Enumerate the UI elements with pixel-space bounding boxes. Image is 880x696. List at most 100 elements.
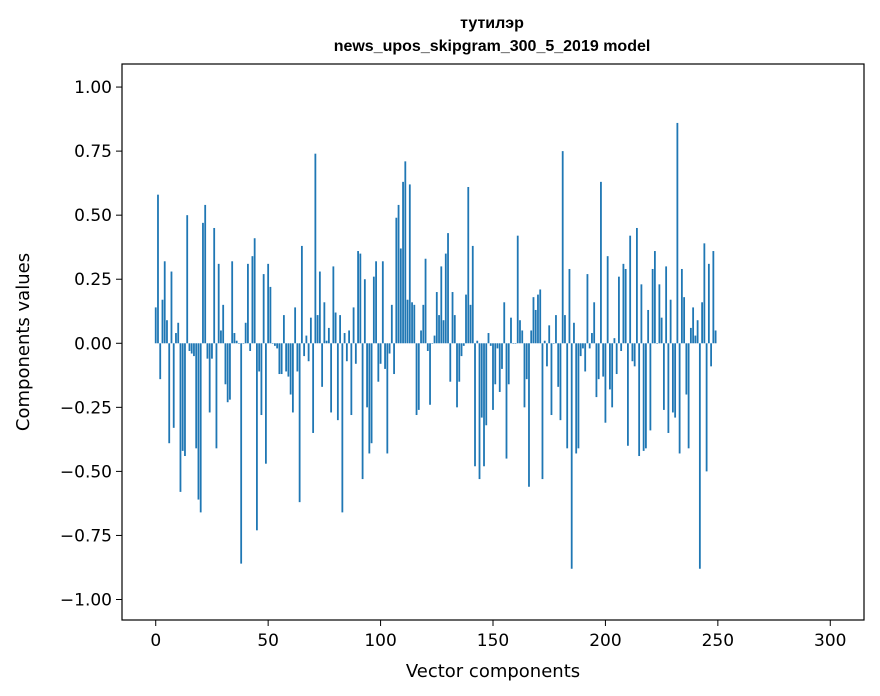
bar-123 <box>431 343 434 344</box>
bar-178 <box>555 315 557 344</box>
bar-155 <box>503 302 506 344</box>
bar-53 <box>274 343 276 346</box>
bar-249 <box>714 330 717 344</box>
bar-70 <box>312 343 315 433</box>
bar-27 <box>215 343 218 449</box>
bar-101 <box>381 261 384 344</box>
bar-236 <box>685 343 688 395</box>
bar-127 <box>440 266 443 344</box>
bar-195 <box>593 302 596 344</box>
bar-42 <box>249 343 252 351</box>
bar-246 <box>707 263 710 344</box>
bar-55 <box>278 343 281 375</box>
bar-172 <box>541 343 544 480</box>
bar-148 <box>487 333 490 344</box>
bar-9 <box>175 333 177 344</box>
bar-35 <box>233 333 236 344</box>
bar-225 <box>660 317 663 344</box>
bar-0 <box>154 307 157 344</box>
bar-135 <box>458 343 461 382</box>
bar-226 <box>662 343 665 410</box>
bar-194 <box>591 333 593 344</box>
bar-26 <box>213 227 216 344</box>
bar-77 <box>327 327 330 344</box>
bar-17 <box>193 343 195 357</box>
y-axis: 1.00 0.75 0.50 0.25 0.00 −0.25 −0.50 −0.75 −1.00 <box>60 78 122 611</box>
bar-167 <box>530 330 533 344</box>
bar-183 <box>566 343 569 449</box>
bar-63 <box>296 343 299 372</box>
bar-233 <box>678 343 681 454</box>
bar-90 <box>357 251 359 344</box>
bar-8 <box>172 343 175 428</box>
bar-117 <box>417 343 420 410</box>
y-tick-label: −0.25 <box>60 398 112 418</box>
bar-40 <box>244 322 247 344</box>
bar-61 <box>291 343 294 413</box>
bar-56 <box>280 343 283 375</box>
bars-group <box>154 122 717 569</box>
y-tick-label: −0.50 <box>60 462 112 482</box>
bar-187 <box>575 343 578 454</box>
bar-120 <box>424 258 427 344</box>
bar-29 <box>220 330 222 344</box>
bar-73 <box>318 271 321 344</box>
bar-174 <box>546 343 548 367</box>
bar-96 <box>370 343 373 444</box>
bar-161 <box>516 235 519 344</box>
bar-190 <box>582 343 584 349</box>
bar-102 <box>384 343 386 369</box>
bar-14 <box>186 215 189 344</box>
bar-107 <box>395 217 398 344</box>
bar-143 <box>476 340 479 344</box>
bar-80 <box>334 312 337 344</box>
bar-138 <box>465 294 467 344</box>
bar-122 <box>429 343 431 405</box>
bar-75 <box>323 302 326 344</box>
x-tick-label: 150 <box>477 631 509 651</box>
bar-196 <box>595 343 598 398</box>
x-tick-label: 200 <box>589 631 621 651</box>
bar-118 <box>420 330 422 344</box>
bar-214 <box>636 227 638 344</box>
bar-177 <box>552 343 555 344</box>
bar-37 <box>238 343 240 344</box>
x-axis: 0 50 100 150 200 250 300 <box>150 620 846 651</box>
bar-237 <box>687 343 690 449</box>
bar-159 <box>512 343 515 344</box>
x-tick-label: 250 <box>702 631 734 651</box>
bar-43 <box>251 256 254 344</box>
bar-109 <box>399 248 402 344</box>
bar-89 <box>354 343 357 364</box>
bar-82 <box>339 315 341 344</box>
bar-182 <box>564 315 566 344</box>
chart-subtitle: news_upos_skipgram_300_5_2019 model <box>334 38 651 55</box>
bar-69 <box>309 317 312 344</box>
y-tick-label: 0.25 <box>74 270 112 290</box>
bar-15 <box>188 343 191 351</box>
bar-229 <box>669 299 672 344</box>
bar-30 <box>222 304 225 344</box>
bar-166 <box>528 343 530 487</box>
bar-204 <box>613 338 616 344</box>
bar-67 <box>305 335 308 344</box>
bar-238 <box>689 327 692 344</box>
bar-104 <box>388 343 391 354</box>
bar-220 <box>649 343 652 431</box>
bar-242 <box>698 343 701 569</box>
bar-129 <box>444 253 447 344</box>
y-tick-label: 0.00 <box>74 334 112 354</box>
bar-134 <box>456 343 458 408</box>
bar-248 <box>712 251 715 344</box>
bar-39 <box>242 343 245 344</box>
bar-60 <box>289 343 292 395</box>
bar-103 <box>386 343 389 454</box>
bar-191 <box>584 343 587 372</box>
x-axis-label: Vector components <box>406 661 580 682</box>
bar-34 <box>231 261 234 344</box>
bar-137 <box>462 343 465 346</box>
bar-66 <box>303 343 306 357</box>
bar-188 <box>577 343 580 449</box>
bar-25 <box>211 343 213 359</box>
